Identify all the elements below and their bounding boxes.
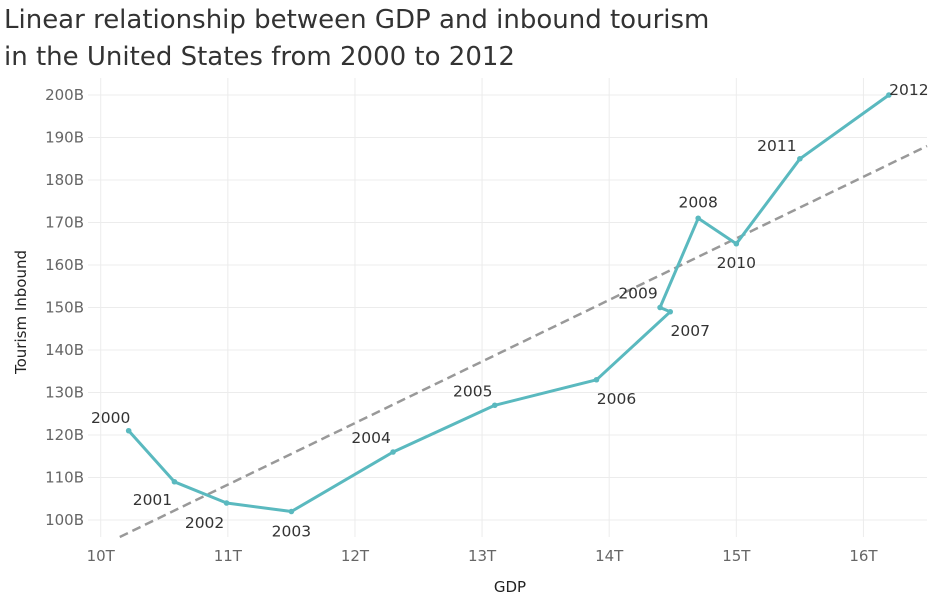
y-tick-label: 170B (45, 214, 84, 232)
point-label: 2005 (453, 382, 492, 400)
y-tick-label: 150B (45, 299, 84, 317)
x-tick-label: 16T (849, 547, 878, 565)
point-label: 2009 (618, 285, 657, 303)
chart-title: Linear relationship between GDP and inbo… (4, 2, 904, 76)
data-point (390, 449, 396, 455)
gridlines (88, 78, 927, 537)
point-label: 2008 (678, 193, 717, 211)
point-label: 2001 (133, 491, 172, 509)
point-label: 2000 (91, 409, 130, 427)
data-point (171, 478, 178, 485)
y-tick-label: 110B (45, 469, 84, 487)
data-point (733, 240, 740, 247)
point-label: 2006 (597, 390, 636, 408)
x-tick-label: 10T (87, 547, 116, 565)
data-point (288, 508, 295, 515)
x-axis-title: GDP (494, 578, 526, 596)
point-label: 2007 (670, 322, 709, 340)
data-point (695, 215, 701, 222)
y-axis-title: Tourism Inbound (12, 250, 30, 375)
x-tick-label: 12T (341, 547, 370, 565)
y-tick-label: 200B (45, 86, 84, 104)
y-tick-label: 140B (45, 341, 84, 359)
x-axis-ticks: 10T 11T 12T 13T 14T 15T 16T (87, 547, 879, 565)
y-tick-label: 130B (45, 384, 84, 402)
data-point (593, 376, 600, 383)
x-tick-label: 13T (468, 547, 497, 565)
y-axis-ticks: 100B 110B 120B 130B 140B 150B 160B 170B 180B 190B… (45, 86, 84, 529)
data-point (223, 500, 230, 506)
data-point (657, 304, 663, 311)
x-tick-label: 15T (722, 547, 751, 565)
point-labels: 2000 2001 2002 2003 2004 2005 2006 2007 2009 2008… (91, 81, 929, 541)
y-tick-label: 120B (45, 426, 84, 444)
point-label: 2010 (717, 254, 756, 272)
data-point (797, 155, 803, 162)
chart-title-line-1: Linear relationship between GDP and inbo… (4, 5, 710, 35)
data-point (886, 92, 892, 98)
point-label: 2004 (351, 429, 390, 447)
x-tick-label: 14T (595, 547, 624, 565)
data-point (491, 402, 498, 409)
point-label: 2011 (757, 137, 796, 155)
series-line (127, 93, 890, 513)
data-point (667, 308, 674, 315)
series-gdp-vs-tourism (125, 92, 892, 515)
x-tick-label: 11T (214, 547, 243, 565)
y-tick-label: 190B (45, 129, 84, 147)
trendline-dashed (119, 144, 928, 539)
y-tick-label: 180B (45, 171, 84, 189)
data-point (125, 427, 132, 434)
y-tick-label: 100B (45, 511, 84, 529)
y-tick-label: 160B (45, 256, 84, 274)
point-label: 2002 (185, 514, 224, 532)
chart-title-line-2: in the United States from 2000 to 2012 (4, 42, 515, 72)
point-label: 2003 (272, 523, 311, 541)
trendline (119, 144, 928, 539)
point-label: 2012 (889, 81, 928, 99)
